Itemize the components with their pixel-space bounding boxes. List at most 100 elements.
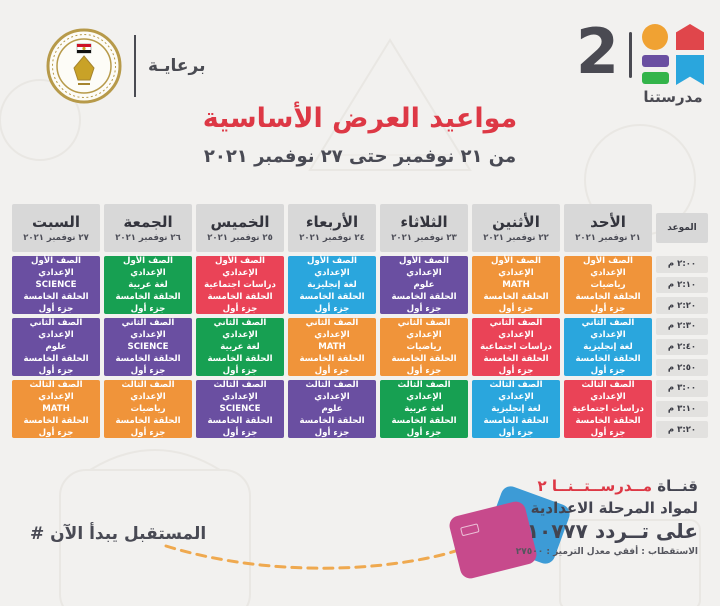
channel-info-line1: قنــاة مــدرســتــنــا ٢	[516, 477, 698, 495]
cell-part: جزء أول	[590, 304, 626, 314]
cell-episode: الحلقة الخامسة	[575, 354, 641, 364]
time-column: الموعد ٢:٠٠ م ٢:١٠ م ٢:٢٠ م ٢:٣٠ م ٢:٤٠ م ٢:٥…	[656, 204, 708, 439]
channel-word: قنــاة	[652, 477, 698, 495]
cell-grade: الصف الثالث الإعدادي	[121, 380, 175, 402]
cell-episode: الحلقة الخامسة	[299, 292, 365, 302]
cell-subject: MATH	[42, 404, 70, 414]
cell-subject: SCIENCE	[35, 280, 77, 290]
cell-part: جزء أول	[406, 428, 442, 438]
blue-bookmark-icon	[676, 55, 704, 85]
cell-part: جزء أول	[222, 304, 258, 314]
day-date: ٢٥ نوفمبر ٢٠٢١	[207, 232, 273, 243]
green-bar-icon	[642, 72, 669, 84]
time-slot: ٢:٣٠ م	[656, 318, 708, 335]
schedule-cell: الصف الأول الإعدادي علوم الحلقة الخامسة جزء…	[380, 256, 468, 314]
cell-subject: رياضيات	[406, 342, 442, 352]
day-header: الجمعة ٢٦ نوفمبر ٢٠٢١	[104, 204, 192, 252]
schedule-cell: الصف الثالث الإعدادي دراسات اجتماعية الحلق…	[564, 380, 652, 438]
channel-number: 2	[575, 15, 619, 88]
schedule-cell: الصف الثالث الإعدادي علوم الحلقة الخامسة جز…	[288, 380, 376, 438]
madrasetna-logo-shapes	[642, 24, 704, 86]
cell-part: جزء أول	[130, 428, 166, 438]
cell-grade: الصف الأول الإعدادي	[30, 256, 81, 278]
day-header: الثلاثاء ٢٣ نوفمبر ٢٠٢١	[380, 204, 468, 252]
cell-grade: الصف الثاني الإعدادي	[397, 318, 451, 340]
cell-part: جزء أول	[38, 428, 74, 438]
cell-part: جزء أول	[590, 366, 626, 376]
cell-subject: لغة إنجليزية	[583, 342, 633, 352]
cell-part: جزء أول	[406, 366, 442, 376]
technical-details: الاستقطاب : أفقي معدل الترميز : ٢٧٥٠٠	[515, 547, 698, 557]
cell-part: جزء أول	[590, 428, 626, 438]
cell-part: جزء أول	[498, 428, 534, 438]
cell-episode: الحلقة الخامسة	[483, 292, 549, 302]
schedule-cell: الصف الثالث الإعدادي رياضيات الحلقة الخامس…	[104, 380, 192, 438]
schedule-cell: الصف الأول الإعدادي لغة إنجليزية الحلقة ال…	[288, 256, 376, 314]
cell-grade: الصف الأول الإعدادي	[398, 256, 449, 278]
cell-subject: MATH	[502, 280, 530, 290]
day-date: ٢٤ نوفمبر ٢٠٢١	[299, 232, 365, 243]
day-column: الجمعة ٢٦ نوفمبر ٢٠٢١ الصف الأول الإعدادي ل…	[104, 204, 192, 438]
red-house-icon	[676, 24, 704, 50]
day-header: الأربعاء ٢٤ نوفمبر ٢٠٢١	[288, 204, 376, 252]
schedule-cell: الصف الثالث الإعدادي MATH الحلقة الخامسة جز…	[12, 380, 100, 438]
day-header: السبت ٢٧ نوفمبر ٢٠٢١	[12, 204, 100, 252]
cell-episode: الحلقة الخامسة	[575, 416, 641, 426]
day-date: ٢١ نوفمبر ٢٠٢١	[575, 232, 641, 243]
schedule-cell: الصف الثاني الإعدادي SCIENCE الحلقة الخامس…	[104, 318, 192, 376]
time-slot: ٣:١٠ م	[656, 400, 708, 418]
cell-part: جزء أول	[498, 366, 534, 376]
day-name: الأثنين	[492, 212, 540, 231]
cell-grade: الصف الثاني الإعدادي	[213, 318, 267, 340]
cell-part: جزء أول	[38, 366, 74, 376]
cell-subject: لغة إنجليزية	[491, 404, 541, 414]
schedule-cell: الصف الثاني الإعدادي MATH الحلقة الخامسة جز…	[288, 318, 376, 376]
day-header: الأثنين ٢٢ نوفمبر ٢٠٢١	[472, 204, 560, 252]
cell-grade: الصف الثاني الإعدادي	[121, 318, 175, 340]
cell-episode: الحلقة الخامسة	[575, 292, 641, 302]
cell-grade: الصف الثالث الإعدادي	[581, 380, 635, 402]
cell-subject: لغة عربية	[404, 404, 444, 414]
day-name: الأربعاء	[305, 212, 359, 231]
day-column: الأربعاء ٢٤ نوفمبر ٢٠٢١ الصف الأول الإعداد…	[288, 204, 376, 438]
schedule-cell: الصف الثالث الإعدادي لغة إنجليزية الحلقة ا…	[472, 380, 560, 438]
time-slot: ٢:٠٠ م	[656, 256, 708, 273]
divider	[629, 32, 632, 78]
time-slot: ٢:٢٠ م	[656, 297, 708, 315]
cell-subject: رياضيات	[590, 280, 626, 290]
orange-circle-icon	[642, 24, 668, 50]
ministry-of-education-logo	[46, 28, 122, 104]
schedule-cell: الصف الأول الإعدادي SCIENCE الحلقة الخامسة…	[12, 256, 100, 314]
schedule-cell: الصف الأول الإعدادي رياضيات الحلقة الخامسة…	[564, 256, 652, 314]
cell-grade: الصف الثاني الإعدادي	[581, 318, 635, 340]
cell-part: جزء أول	[314, 428, 350, 438]
time-slot: ٢:١٠ م	[656, 276, 708, 294]
cell-subject: دراسات اجتماعية	[204, 280, 276, 290]
schedule-cell: الصف الثاني الإعدادي علوم الحلقة الخامسة جز…	[12, 318, 100, 376]
sponsor-label: برعايـة	[148, 56, 206, 76]
cell-subject: دراسات اجتماعية	[572, 404, 644, 414]
time-column-header: الموعد	[656, 213, 708, 243]
cell-grade: الصف الثالث الإعدادي	[213, 380, 267, 402]
cell-part: جزء أول	[314, 304, 350, 314]
cell-episode: الحلقة الخامسة	[483, 416, 549, 426]
cell-grade: الصف الثاني الإعدادي	[29, 318, 83, 340]
cell-episode: الحلقة الخامسة	[115, 416, 181, 426]
schedule-cell: الصف الثالث الإعدادي لغة عربية الحلقة الخا…	[380, 380, 468, 438]
cell-part: جزء أول	[498, 304, 534, 314]
cell-part: جزء أول	[222, 366, 258, 376]
cell-subject: رياضيات	[130, 404, 166, 414]
day-column: الثلاثاء ٢٣ نوفمبر ٢٠٢١ الصف الأول الإعداد…	[380, 204, 468, 438]
schedule-cell: الصف الثاني الإعدادي لغة عربية الحلقة الخا…	[196, 318, 284, 376]
time-slot: ٢:٥٠ م	[656, 359, 708, 377]
cell-subject: لغة عربية	[220, 342, 260, 352]
cell-episode: الحلقة الخامسة	[207, 292, 273, 302]
cell-subject: لغة إنجليزية	[307, 280, 357, 290]
schedule-cell: الصف الأول الإعدادي لغة عربية الحلقة الخام…	[104, 256, 192, 314]
cell-episode: الحلقة الخامسة	[299, 354, 365, 364]
cell-grade: الصف الثالث الإعدادي	[397, 380, 451, 402]
cell-subject: SCIENCE	[219, 404, 261, 414]
days-grid: الأحد ٢١ نوفمبر ٢٠٢١ الصف الأول الإعدادي ري…	[12, 204, 652, 438]
cell-subject: علوم	[321, 404, 343, 414]
